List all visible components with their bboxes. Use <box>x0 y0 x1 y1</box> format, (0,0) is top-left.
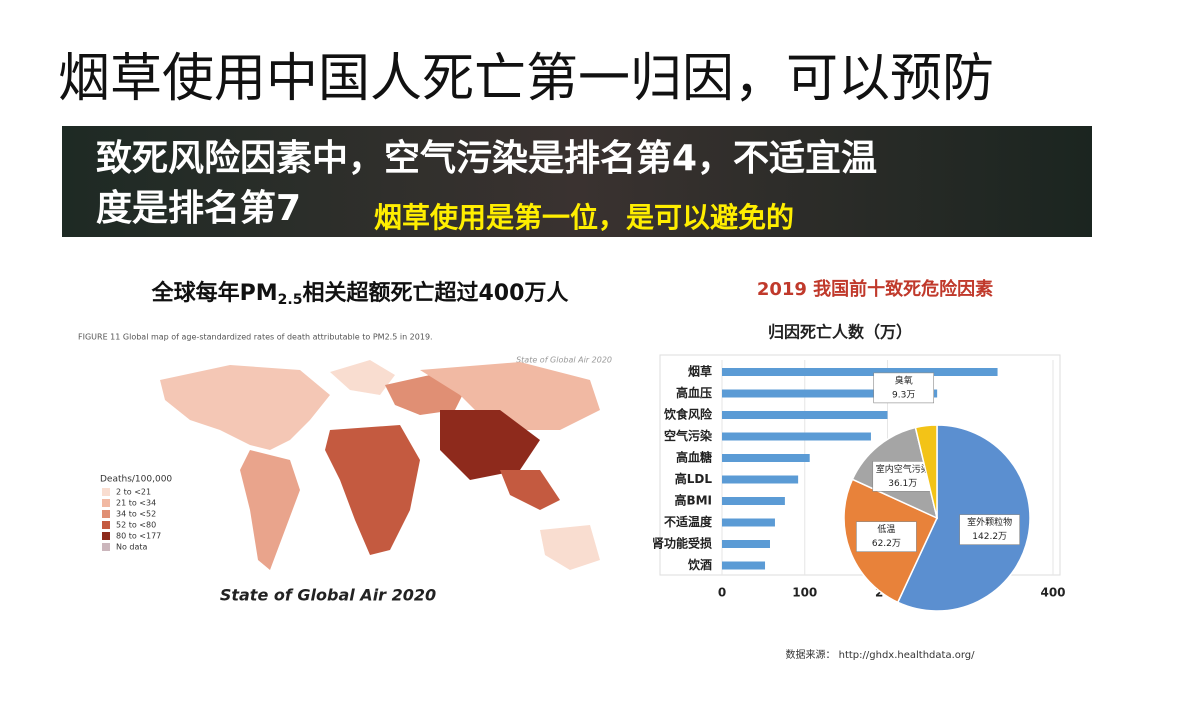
legend-label: 52 to <80 <box>116 521 156 530</box>
bar <box>722 368 998 376</box>
slice-value: 36.1万 <box>888 479 917 489</box>
legend-title: Deaths/100,000 <box>100 475 172 485</box>
label-box <box>873 372 935 404</box>
slice-value: 9.3万 <box>892 390 915 400</box>
bar <box>722 561 766 570</box>
map-footer: State of Global Air 2020 <box>220 586 436 605</box>
world-map <box>160 360 600 570</box>
slice-label: 臭氧 <box>895 374 913 386</box>
legend-swatch <box>102 521 110 529</box>
legend-label: 2 to <21 <box>116 488 151 497</box>
map-title: 全球每年PM2.5相关超额死亡超过400万人 <box>151 280 569 308</box>
banner-highlight: 烟草使用是第一位，是可以避免的 <box>374 201 794 234</box>
legend-swatch <box>102 532 110 540</box>
legend-swatch <box>102 488 110 496</box>
slide-title: 烟草使用中国人死亡第一归因，可以预防 <box>58 49 994 109</box>
pie-slice <box>914 424 938 519</box>
slice-label: 室外颗粒物 <box>967 516 1012 528</box>
legend-label: No data <box>116 543 148 552</box>
slice-value: 62.2万 <box>872 539 901 549</box>
bar <box>722 475 799 484</box>
bar <box>722 454 810 462</box>
y-tick-label: 高LDL <box>675 471 713 486</box>
label-box <box>872 461 934 492</box>
legend-swatch <box>102 543 110 551</box>
y-tick-label: 烟草 <box>688 364 712 379</box>
legend-label: 80 to <177 <box>116 532 161 541</box>
banner-line: 度是排名第7 <box>96 188 301 229</box>
slice-value: 142.2万 <box>972 532 1007 542</box>
legend-label: 34 to <52 <box>116 510 156 519</box>
y-tick-label: 高血压 <box>676 385 712 400</box>
bar <box>722 497 785 505</box>
label-box <box>856 521 917 552</box>
y-tick-label: 饮食风险 <box>663 407 713 422</box>
x-tick-label: 400 <box>1040 586 1065 600</box>
x-tick-label: 100 <box>792 586 817 600</box>
label-box <box>959 514 1020 545</box>
legend-label: 21 to <34 <box>116 499 156 508</box>
x-tick-label: 0 <box>718 586 726 600</box>
slice-label: 室内空气污染 <box>876 463 930 475</box>
banner <box>62 126 1092 237</box>
chart-title: 2019 我国前十致死危险因素 <box>757 278 993 300</box>
y-tick-label: 高血糖 <box>676 450 712 465</box>
map-caption: FIGURE 11 Global map of age-standardized… <box>78 333 433 342</box>
y-tick-label: 肾功能受损 <box>652 536 712 551</box>
plot-frame <box>659 354 1061 576</box>
y-tick-label: 不适温度 <box>664 514 713 529</box>
map-watermark: State of Global Air 2020 <box>516 356 612 365</box>
legend-swatch <box>102 510 110 518</box>
source: 数据来源： http://ghdx.healthdata.org/ <box>785 648 975 661</box>
legend-swatch <box>102 499 110 507</box>
bar <box>722 540 770 548</box>
y-tick-label: 高BMI <box>674 493 712 508</box>
y-tick-label: 饮酒 <box>687 557 712 572</box>
bar <box>722 389 938 398</box>
bar <box>722 432 871 441</box>
slice-label: 低温 <box>877 523 895 535</box>
y-tick-label: 空气污染 <box>664 428 713 443</box>
bar <box>722 518 775 527</box>
bar <box>722 411 888 419</box>
banner-line: 致死风险因素中，空气污染是排名第4，不适宜温 <box>96 138 877 179</box>
chart-subtitle: 归因死亡人数（万） <box>768 323 912 342</box>
